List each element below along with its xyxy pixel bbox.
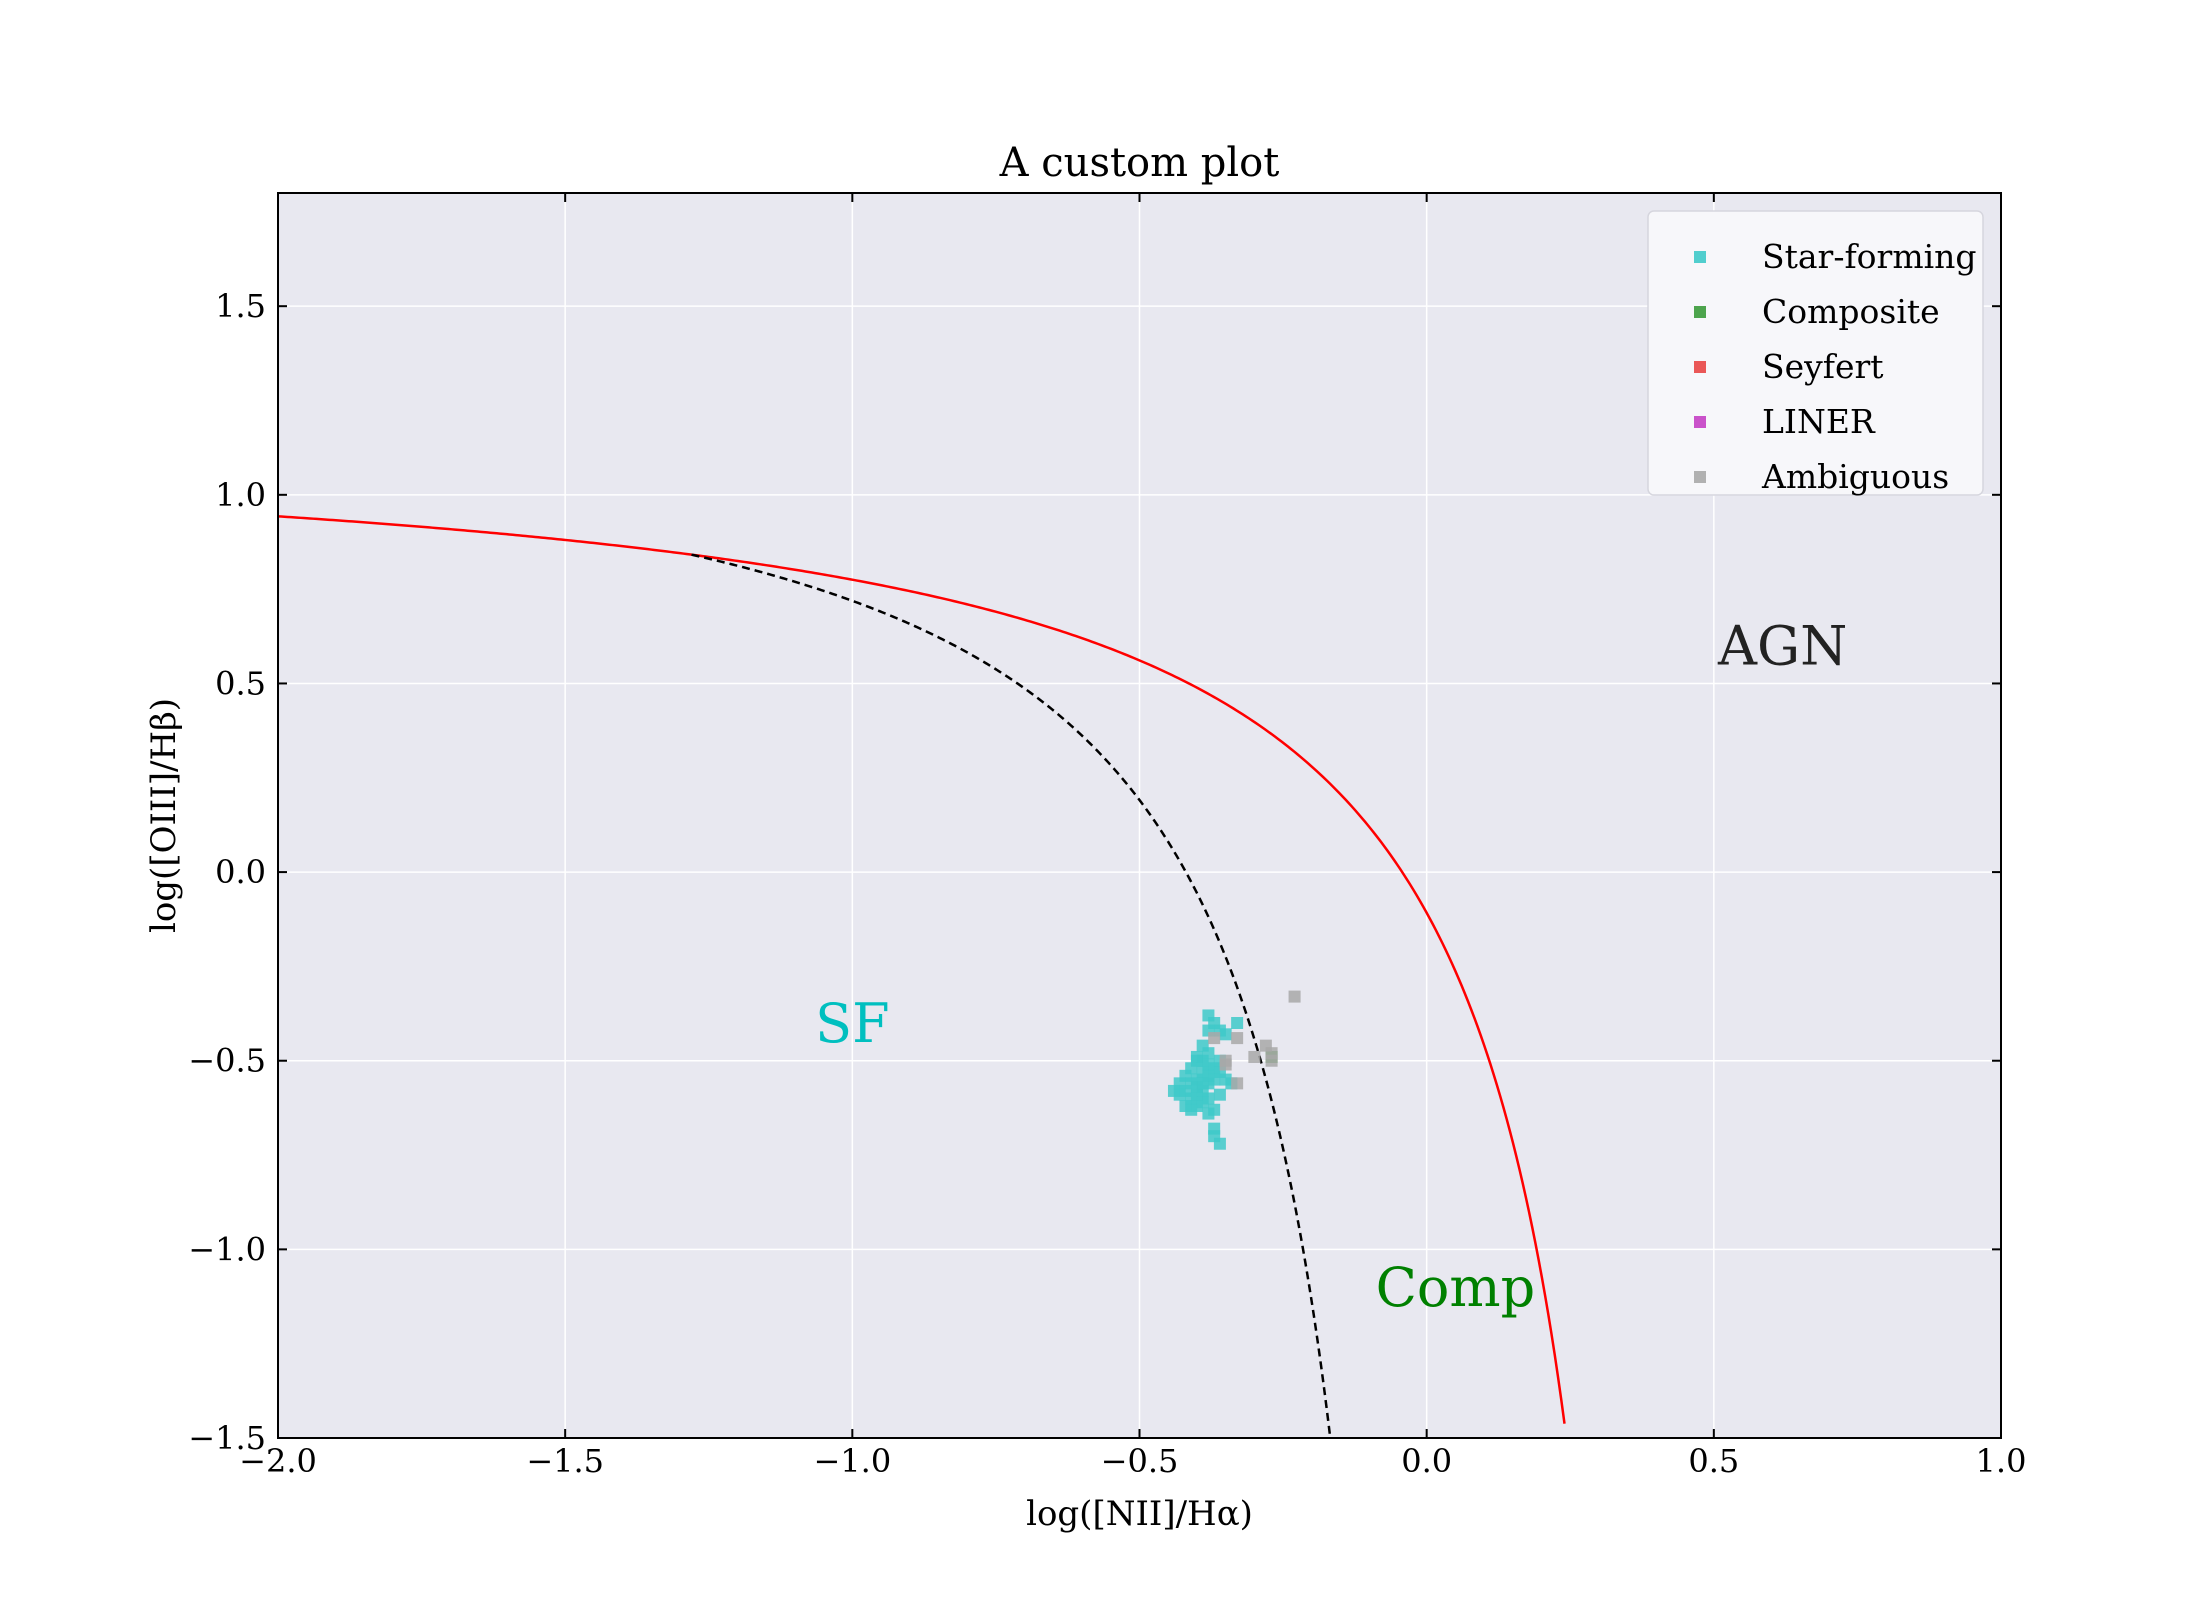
point-ambiguous [1265, 1054, 1278, 1067]
legend-box [1647, 210, 1984, 496]
x-tick-label: 1.0 [1976, 1442, 2027, 1480]
point-ambiguous [1208, 1032, 1221, 1045]
y-tick-label: 0.5 [215, 664, 266, 702]
kauffmann-curve [691, 553, 1332, 1438]
point-star-forming [1190, 1088, 1203, 1101]
x-tick-label: −2.0 [239, 1442, 317, 1480]
point-star-forming [1213, 1137, 1226, 1150]
point-star-forming [1185, 1077, 1198, 1090]
point-star-forming [1219, 1028, 1232, 1041]
point-star-forming [1202, 1058, 1215, 1071]
x-axis-label: log([NII]/Hα) [1026, 1494, 1253, 1534]
kewley-curve [278, 515, 1566, 1424]
chart-title: A custom plot [999, 140, 1280, 186]
y-tick-label: 1.5 [215, 287, 266, 325]
legend: Star-forming Composite Seyfert LINER Ambiguo… [1647, 210, 1984, 496]
point-star-forming [1219, 1073, 1232, 1086]
point-star-forming [1202, 1069, 1215, 1082]
y-tick-label: −0.5 [188, 1042, 266, 1080]
x-tick-label: 0.0 [1401, 1442, 1452, 1480]
x-tick-label: −0.5 [1101, 1442, 1179, 1480]
legend-marker-seyfert [1694, 361, 1706, 373]
y-tick-label: 0.0 [215, 853, 266, 891]
point-star-forming [1196, 1039, 1209, 1052]
region-label-agn: AGN [1717, 615, 1847, 678]
y-axis-label: log([OIII]/Hβ) [144, 698, 184, 933]
point-ambiguous [1248, 1050, 1261, 1063]
point-star-forming [1231, 1017, 1244, 1029]
x-tick-label: −1.5 [526, 1442, 604, 1480]
curves [278, 515, 1566, 1438]
region-label-comp: Comp [1376, 1256, 1536, 1319]
axis-ticks: −2.0 −1.5 −1.0 −0.5 0.0 0.5 1.0−1.5−1.0−0.50.0… [188, 193, 2026, 1480]
point-ambiguous [1231, 1077, 1244, 1090]
plot-content [278, 515, 1566, 1438]
legend-marker-star-forming [1694, 251, 1706, 263]
x-tick-label: 0.5 [1688, 1442, 1739, 1480]
y-tick-label: 1.0 [215, 476, 266, 514]
point-star-forming [1208, 1103, 1221, 1116]
point-star-forming [1167, 1084, 1180, 1097]
point-ambiguous [1288, 990, 1301, 1003]
x-tick-label: −1.0 [813, 1442, 891, 1480]
legend-label-liner: LINER [1762, 402, 1876, 441]
point-star-forming [1190, 1054, 1203, 1067]
legend-marker-composite [1694, 306, 1706, 318]
data-points [1167, 990, 1301, 1150]
legend-label-ambiguous: Ambiguous [1761, 457, 1949, 496]
legend-marker-liner [1694, 416, 1706, 428]
legend-label-seyfert: Seyfert [1762, 347, 1884, 386]
point-ambiguous [1219, 1058, 1232, 1071]
region-labels: SF Comp AGN [815, 615, 1847, 1319]
region-label-sf: SF [815, 992, 889, 1055]
point-star-forming [1179, 1100, 1192, 1112]
legend-marker-ambiguous [1694, 471, 1706, 483]
legend-label-star-forming: Star-forming [1762, 237, 1977, 276]
y-tick-label: −1.5 [188, 1419, 266, 1457]
y-tick-label: −1.0 [188, 1230, 266, 1268]
point-star-forming [1213, 1088, 1226, 1101]
point-ambiguous [1231, 1032, 1244, 1045]
legend-label-composite: Composite [1762, 292, 1940, 331]
